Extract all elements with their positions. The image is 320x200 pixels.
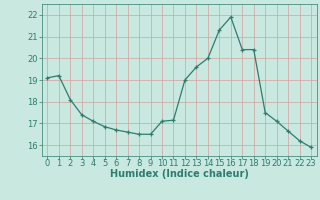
X-axis label: Humidex (Indice chaleur): Humidex (Indice chaleur): [110, 169, 249, 179]
